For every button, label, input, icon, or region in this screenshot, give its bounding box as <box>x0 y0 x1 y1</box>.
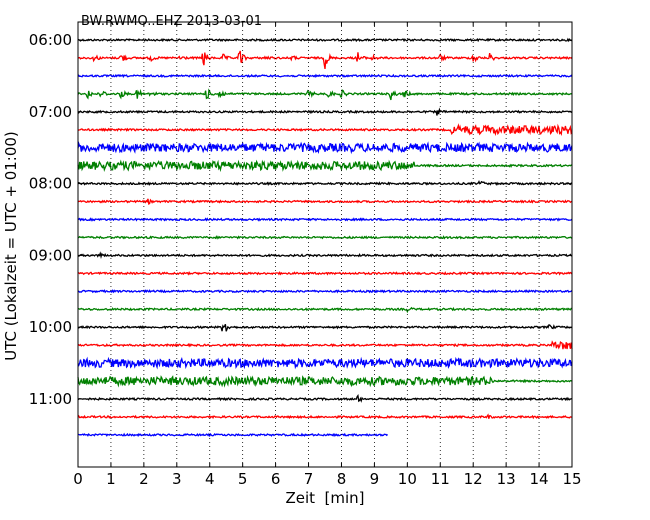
x-tick-label: 7 <box>304 470 314 488</box>
x-tick-label: 0 <box>73 470 83 488</box>
seismogram-trace <box>77 141 573 155</box>
seismogram-trace <box>77 306 573 314</box>
seismogram-trace <box>77 340 573 350</box>
y-tick-label: 06:00 <box>29 31 72 49</box>
x-tick-label: 9 <box>370 470 380 488</box>
seismogram-trace <box>77 107 573 116</box>
x-tick-label: 3 <box>172 470 182 488</box>
y-tick-label: 10:00 <box>29 318 72 336</box>
y-tick-label: 07:00 <box>29 103 72 121</box>
x-tick-label: 1 <box>106 470 116 488</box>
x-tick-label: 10 <box>398 470 417 488</box>
y-tick-label: 08:00 <box>29 175 72 193</box>
x-tick-label: 13 <box>497 470 516 488</box>
x-tick-label: 6 <box>271 470 281 488</box>
seismogram-trace <box>77 50 573 69</box>
seismogram-trace <box>77 289 573 294</box>
chart-title: BW.RWMO..EHZ 2013-03-01 <box>81 14 262 29</box>
axes-layer: 0 1 2 3 4 5 6 7 8 9 10 11 12 13 14 1506:0007:0008:0009:… <box>29 22 582 488</box>
seismogram-trace <box>77 88 573 101</box>
x-tick-label: 4 <box>205 470 215 488</box>
x-tick-label: 12 <box>464 470 483 488</box>
grid-layer <box>110 22 540 467</box>
seismogram-trace <box>77 394 573 403</box>
seismogram-trace <box>77 251 573 259</box>
seismogram-trace <box>77 235 573 240</box>
seismogram-trace <box>77 123 573 137</box>
seismogram-trace <box>77 198 573 205</box>
x-tick-label: 14 <box>530 470 549 488</box>
seismogram-trace <box>77 323 573 332</box>
seismogram-trace <box>77 413 573 420</box>
trace-layer <box>77 37 573 438</box>
x-axis-label: Zeit [min] <box>285 489 364 507</box>
seismogram-trace <box>77 217 573 222</box>
y-tick-label: 09:00 <box>29 246 72 264</box>
y-tick-label: 11:00 <box>29 390 72 408</box>
seismogram-trace <box>77 432 389 438</box>
seismogram-trace <box>77 179 573 186</box>
seismogram-trace <box>77 73 573 79</box>
seismogram-trace <box>77 159 573 173</box>
x-tick-label: 5 <box>238 470 248 488</box>
plot-frame <box>77 21 573 468</box>
x-tick-label: 15 <box>562 470 581 488</box>
seismogram-trace <box>77 37 573 43</box>
seismogram-trace <box>77 270 573 276</box>
seismogram-trace <box>77 374 573 388</box>
x-tick-label: 8 <box>337 470 347 488</box>
y-axis-label: UTC (Lokalzeit = UTC + 01:00) <box>2 131 20 361</box>
x-tick-label: 2 <box>139 470 149 488</box>
seismogram-trace <box>77 356 573 370</box>
x-tick-label: 11 <box>431 470 450 488</box>
